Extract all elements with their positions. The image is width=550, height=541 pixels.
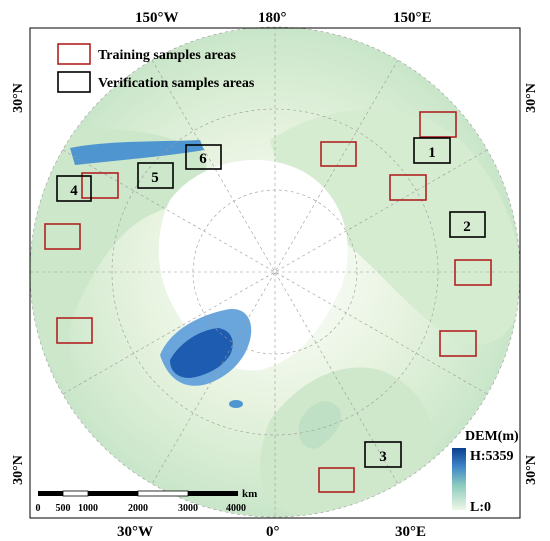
legend-verification-label: Verification samples areas	[98, 76, 255, 91]
training-areas	[44, 111, 492, 493]
training-area	[318, 467, 355, 493]
legend-training-label: Training samples areas	[98, 48, 236, 63]
verification-area-1-label: 1	[428, 145, 436, 161]
verification-areas: 1 2 3 4 5 6	[56, 137, 486, 468]
dem-legend-high: H:5359	[470, 449, 514, 464]
training-area	[81, 172, 119, 199]
training-area	[56, 317, 93, 344]
verification-area-6-label: 6	[199, 151, 207, 167]
coord-label-bottom-center: 0°	[266, 524, 280, 540]
training-area	[44, 223, 81, 250]
verification-area-3	[364, 441, 402, 468]
scale-tick-label: 1000	[78, 503, 98, 514]
dem-color-ramp	[452, 448, 466, 510]
north-america-landmass	[30, 129, 207, 410]
training-area	[320, 141, 357, 167]
scale-tick-label: 0	[36, 503, 41, 514]
coord-label-left-lower: 30°N	[11, 455, 26, 485]
scandinavia	[298, 401, 342, 449]
scale-bar-segment	[62, 490, 89, 497]
coord-label-top-center: 180°	[258, 10, 287, 26]
verification-area-2-label: 2	[463, 219, 471, 235]
verification-area-5	[137, 162, 174, 189]
coord-label-right-lower: 30°N	[524, 455, 539, 485]
scale-tick-label: 2000	[128, 503, 148, 514]
training-area	[419, 111, 457, 138]
legend: Training samples areas Verification samp…	[57, 43, 255, 93]
training-area	[439, 330, 477, 357]
legend-verification-swatch	[57, 71, 91, 93]
scale-unit: km	[242, 488, 257, 500]
coord-label-right-upper: 30°N	[524, 83, 539, 113]
map-frame	[29, 27, 521, 519]
coord-label-top-left: 150°W	[135, 10, 179, 26]
verification-area-2	[449, 211, 486, 238]
scale-bar-segment	[137, 490, 189, 497]
verification-area-1	[413, 137, 451, 164]
training-area	[389, 174, 427, 201]
dem-legend-low: L:0	[470, 500, 491, 515]
coord-label-bottom-left: 30°W	[117, 524, 153, 540]
europe-landmass	[260, 367, 433, 516]
alaska-mountains	[70, 140, 204, 165]
dem-legend-title: DEM(m)	[465, 429, 519, 444]
scale-tick-label: 500	[56, 503, 71, 514]
scale-bar-segment	[88, 491, 138, 496]
coord-label-bottom-right: 30°E	[395, 524, 426, 540]
coord-label-top-right: 150°E	[393, 10, 432, 26]
greenland-dem-high	[170, 328, 233, 378]
verification-area-5-label: 5	[151, 170, 159, 186]
scale-bar-segment	[188, 491, 238, 496]
map-disc	[30, 27, 520, 517]
scale-tick-label: 3000	[178, 503, 198, 514]
iceland	[229, 400, 243, 408]
training-area	[454, 259, 492, 286]
scale-tick-label: 4000	[226, 503, 246, 514]
legend-training-swatch	[57, 43, 91, 65]
dem-legend: DEM(m) H:5359 L:0	[452, 429, 519, 515]
verification-area-4-label: 4	[70, 183, 78, 199]
verification-area-3-label: 3	[379, 449, 387, 465]
scale-bar-segment	[38, 491, 63, 496]
coord-label-left-upper: 30°N	[11, 83, 26, 113]
verification-area-6	[185, 144, 222, 170]
verification-area-4	[56, 175, 92, 202]
scale-bar: 0 500 1000 2000 3000 4000 km	[36, 488, 258, 514]
